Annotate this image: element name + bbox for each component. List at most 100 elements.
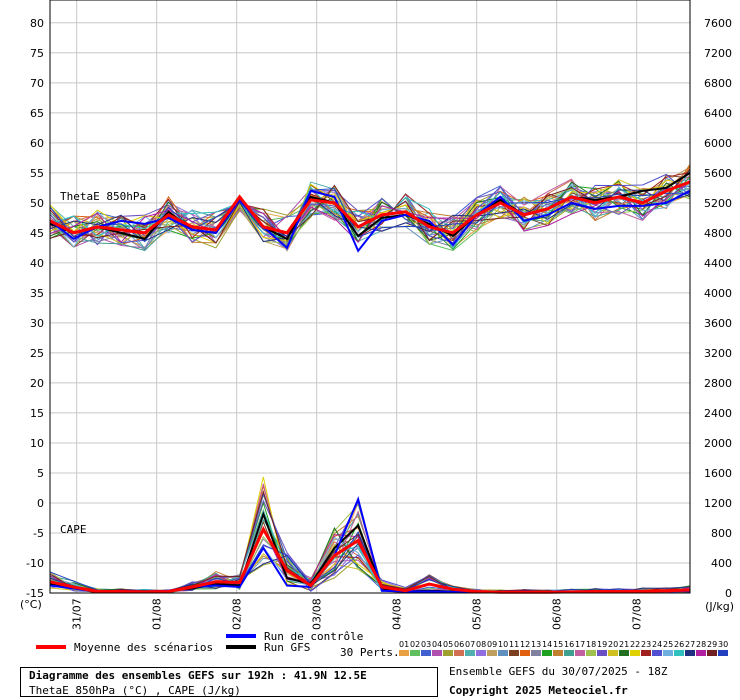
left-unit-label: (°C)	[20, 598, 42, 611]
right-unit-label: (J/kg)	[705, 600, 734, 613]
left-axis-ticks: -15 -10 -5 0 5 10 15 20 25 30 35 40 45 50 55 60 65 70 75 80	[26, 17, 44, 600]
left-tick-label: 50	[30, 197, 44, 210]
pert-swatch	[641, 650, 651, 656]
right-tick-label: 7600	[704, 17, 732, 30]
pert-number: 19	[597, 640, 607, 649]
x-tick-label: 07/08	[631, 598, 644, 630]
right-tick-label: 5200	[704, 197, 732, 210]
pert-swatch	[685, 650, 695, 656]
x-tick-label: 05/08	[471, 598, 484, 630]
pert-swatch	[652, 650, 662, 656]
right-tick-label: 6800	[704, 77, 732, 90]
pert-swatch	[465, 650, 475, 656]
right-tick-label: 1200	[704, 497, 732, 510]
x-tick-label: 06/08	[551, 598, 564, 630]
pert-number: 08	[476, 640, 486, 649]
left-tick-label: 5	[37, 467, 44, 480]
right-tick-label: 5600	[704, 167, 732, 180]
left-tick-label: 15	[30, 407, 44, 420]
pert-number: 02	[410, 640, 420, 649]
left-tick-label: 35	[30, 287, 44, 300]
ensemble-run-label: Ensemble GEFS du 30/07/2025 - 18Z	[449, 665, 668, 678]
pert-swatch	[476, 650, 486, 656]
left-tick-label: 30	[30, 317, 44, 330]
pert-swatch	[564, 650, 574, 656]
pert-number: 09	[487, 640, 497, 649]
pert-swatch	[586, 650, 596, 656]
pert-swatch	[509, 650, 519, 656]
right-tick-label: 2400	[704, 407, 732, 420]
x-tick-label: 04/08	[391, 598, 404, 630]
cape-panel-label: CAPE	[60, 523, 87, 536]
left-tick-label: 0	[37, 497, 44, 510]
pert-number: 07	[465, 640, 475, 649]
pert-swatch	[718, 650, 728, 656]
left-tick-label: -15	[26, 587, 44, 600]
pert-swatch	[454, 650, 464, 656]
left-tick-label: 40	[30, 257, 44, 270]
left-tick-label: 70	[30, 77, 44, 90]
pert-swatch	[630, 650, 640, 656]
pert-number: 30	[718, 640, 728, 649]
main-lines	[49, 172, 691, 594]
pert-number: 24	[652, 640, 662, 649]
pert-swatch	[597, 650, 607, 656]
right-tick-label: 1600	[704, 467, 732, 480]
pert-number: 26	[674, 640, 684, 649]
pert-swatch	[443, 650, 453, 656]
grid	[50, 0, 690, 594]
pert-cape-line	[49, 512, 691, 594]
legend-gfs-label: Run GFS	[264, 641, 310, 654]
right-axis-ticks: 0 400 800 1200 1600 2000 2400 2800 3200 3600 4000 4…	[704, 17, 732, 600]
pert-swatch	[674, 650, 684, 656]
pert-swatch	[553, 650, 563, 656]
pert-number: 03	[421, 640, 431, 649]
right-tick-label: 3600	[704, 317, 732, 330]
thetae-panel-label: ThetaE 850hPa	[60, 190, 146, 203]
pert-legend: 01 02 03 04 05 06 07 08 09 10 11 12 13 14 15 16 17 18 19 20…	[399, 640, 728, 656]
pert-swatch	[520, 650, 530, 656]
chart-caption-box: Diagramme des ensembles GEFS sur 192h : …	[20, 667, 438, 697]
pert-number: 15	[553, 640, 563, 649]
pert-number: 23	[641, 640, 651, 649]
plot-frame	[49, 0, 691, 594]
chart-title: Diagramme des ensembles GEFS sur 192h : …	[29, 669, 367, 682]
pert-number: 14	[542, 640, 552, 649]
pert-number: 11	[509, 640, 519, 649]
right-tick-label: 0	[725, 587, 732, 600]
pert-number: 12	[520, 640, 530, 649]
pert-swatch	[498, 650, 508, 656]
right-tick-label: 2000	[704, 437, 732, 450]
copyright-label: Copyright 2025 Meteociel.fr	[449, 684, 628, 697]
left-tick-label: 60	[30, 137, 44, 150]
pert-swatch	[421, 650, 431, 656]
pert-swatch	[608, 650, 618, 656]
gfs-cape-line	[49, 511, 691, 594]
right-tick-label: 400	[711, 557, 732, 570]
pert-cape-line	[49, 476, 691, 594]
pert-number: 25	[663, 640, 673, 649]
pert-thetae-line	[49, 181, 691, 243]
pert-number: 20	[608, 640, 618, 649]
legend-perts-label: 30 Perts.	[340, 646, 400, 659]
x-axis-labels: 31/07 01/08 02/08 03/08 04/08 05/08 06/08 07/08	[71, 598, 644, 630]
pert-swatch	[399, 650, 409, 656]
pert-thetae-line	[49, 187, 691, 252]
pert-number: 04	[432, 640, 442, 649]
pert-number: 28	[696, 640, 706, 649]
pert-cape-line	[49, 511, 691, 594]
left-tick-label: 10	[30, 437, 44, 450]
x-tick-label: 01/08	[151, 598, 164, 630]
pert-number: 10	[498, 640, 508, 649]
perturbation-lines	[49, 163, 691, 594]
legend-control-label: Run de contrôle	[264, 630, 363, 643]
left-tick-label: -10	[26, 557, 44, 570]
pert-swatch	[487, 650, 497, 656]
pert-swatch	[575, 650, 585, 656]
mean-cape-line	[49, 525, 691, 594]
pert-swatch	[531, 650, 541, 656]
pert-swatch	[663, 650, 673, 656]
pert-swatch	[432, 650, 442, 656]
chart-subtitle: ThetaE 850hPa (°C) , CAPE (J/kg)	[29, 684, 241, 697]
